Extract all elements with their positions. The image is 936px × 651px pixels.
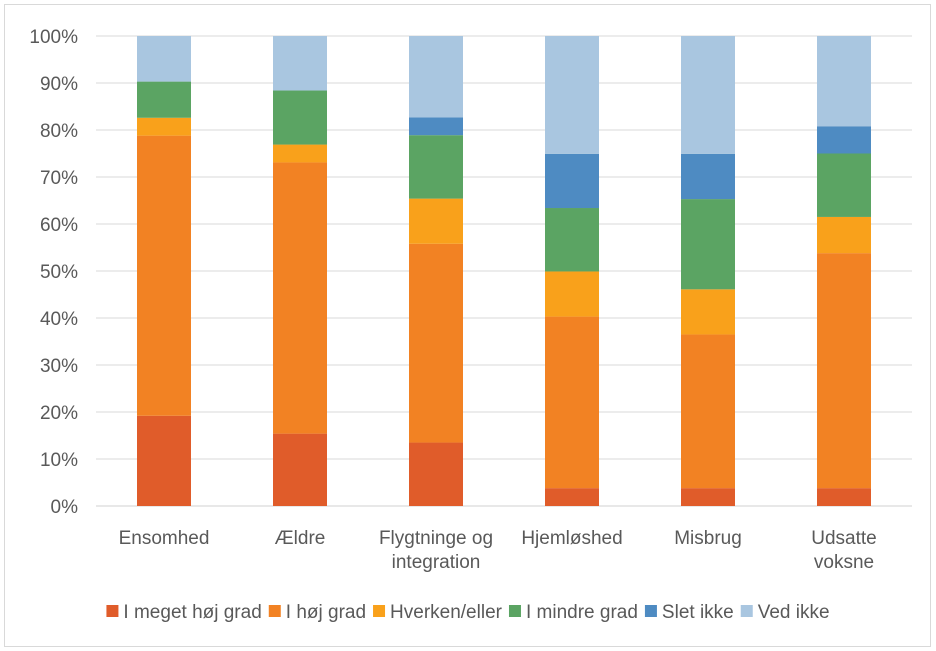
bar-segment [817, 153, 871, 217]
bar-segment [817, 488, 871, 506]
bar-segment [545, 271, 599, 317]
legend-label: Hverken/eller [390, 602, 503, 623]
bar-segment [137, 117, 191, 136]
y-tick-label: 70% [40, 168, 78, 189]
bar-segment [409, 198, 463, 244]
x-category-label: Hjemløshed [521, 528, 622, 549]
legend-swatch [508, 605, 521, 617]
legend-label: Slet ikke [662, 602, 734, 623]
bar-segment [817, 126, 871, 154]
bar-segment [545, 36, 599, 154]
bar-segment [409, 36, 463, 118]
bar-segment [681, 199, 735, 290]
bar-segment [137, 415, 191, 506]
legend-label: I mindre grad [526, 602, 638, 623]
bar-segment [273, 90, 327, 145]
bar-segment [681, 334, 735, 489]
bar-segment [137, 36, 191, 82]
y-tick-label: 90% [40, 74, 78, 95]
x-category-label: integration [392, 552, 481, 573]
y-tick-label: 80% [40, 121, 78, 142]
bar-segment [545, 488, 599, 506]
legend-swatch [106, 605, 119, 617]
bar-segment [273, 144, 327, 163]
y-tick-label: 30% [40, 356, 78, 377]
legend-swatch [740, 605, 753, 617]
y-tick-label: 60% [40, 215, 78, 236]
bar-segment [545, 208, 599, 272]
bar-segment [273, 433, 327, 506]
bar-segment [273, 162, 327, 434]
bar-segment [681, 488, 735, 506]
legend-label: I høj grad [286, 602, 366, 623]
bar-segment [409, 442, 463, 506]
x-category-label: Ældre [275, 528, 326, 549]
bar-segment [137, 81, 191, 118]
legend-swatch [644, 605, 657, 617]
bar-segment [681, 153, 735, 200]
x-category-label: Flygtninge og [379, 528, 493, 549]
legend-label: Ved ikke [758, 602, 830, 623]
y-tick-label: 20% [40, 403, 78, 424]
bar-segment [545, 153, 599, 209]
y-tick-label: 50% [40, 262, 78, 283]
bar-segment [817, 216, 871, 254]
bar-segment [409, 117, 463, 136]
bar-segment [409, 243, 463, 443]
bar-segment [681, 289, 735, 335]
x-category-label: Misbrug [674, 528, 742, 549]
y-tick-label: 40% [40, 309, 78, 330]
y-tick-label: 10% [40, 450, 78, 471]
bar-segment [817, 253, 871, 489]
bar-segment [681, 36, 735, 154]
y-tick-label: 0% [51, 497, 79, 518]
bar-segment [273, 36, 327, 91]
legend-label: I meget høj grad [123, 602, 261, 623]
x-category-label: Udsatte [811, 528, 876, 549]
bar-segment [137, 135, 191, 416]
legend-swatch [268, 605, 281, 617]
x-category-label: Ensomhed [119, 528, 210, 549]
bar-segment [409, 135, 463, 199]
bar-segment [817, 36, 871, 127]
y-tick-label: 100% [29, 27, 78, 48]
legend-swatch [373, 605, 386, 617]
bar-segment [545, 316, 599, 489]
x-category-label: voksne [814, 552, 874, 573]
